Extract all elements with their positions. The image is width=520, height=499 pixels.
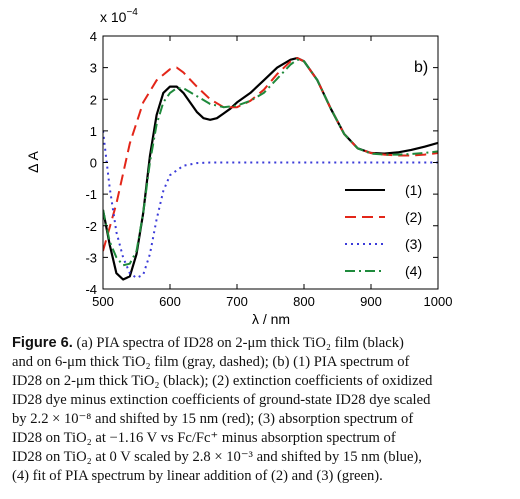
caption-line: ID28 on TiO₂ at 0 V scaled by 2.8 × 10⁻³… [12,448,512,467]
legend: (1) (2) (3) (4) [345,182,422,279]
caption-line: ID28 on TiO₂ at −1.16 V vs Fc/Fc⁺ minus … [12,429,512,448]
figure-caption: Figure 6. (a) PIA spectra of ID28 on 2-μ… [12,334,512,486]
series-line [103,60,438,266]
x-tick-label: 900 [360,294,382,309]
caption-label: Figure 6. [12,335,73,351]
y-exponent-label: x 10−4 [100,7,138,25]
y-tick-label: 4 [90,29,97,44]
y-axis-label: Δ A [25,150,41,172]
x-tick-label: 1000 [424,294,453,309]
legend-label: (3) [405,236,422,252]
y-tick-label: 0 [90,156,97,171]
y-tick-label: -3 [85,250,97,265]
caption-line: and on 6-μm thick TiO₂ film (gray, dashe… [12,353,512,372]
series-line [103,58,438,279]
caption-line: ID28 on 2-μm thick TiO₂ (black); (2) ext… [12,372,512,391]
y-tick-label: -1 [85,187,97,202]
legend-label: (2) [405,209,422,225]
y-tick-label: -2 [85,219,97,234]
panel-label: b) [414,59,428,76]
legend-label: (1) [405,182,422,198]
x-axis-label: λ / nm [252,311,290,327]
x-tick-label: 800 [293,294,315,309]
x-tick-label: 600 [159,294,181,309]
y-tick-label: 2 [90,92,97,107]
y-tick-label: 3 [90,61,97,76]
x-tick-label: 700 [226,294,248,309]
caption-line: Figure 6. (a) PIA spectra of ID28 on 2-μ… [12,334,512,353]
caption-text: (a) PIA spectra of ID28 on 2-μm thick Ti… [76,335,403,351]
series-layer [103,58,438,279]
caption-line: (4) fit of PIA spectrum by linear additi… [12,467,512,486]
legend-label: (4) [405,263,422,279]
caption-line: ID28 dye minus extinction coefficients o… [12,391,512,410]
y-tick-label: -4 [85,282,97,297]
y-exponent-power: −4 [126,7,138,18]
y-tick-label: 1 [90,124,97,139]
caption-line: by 2.2 × 10⁻⁸ and shifted by 15 nm (red)… [12,410,512,429]
